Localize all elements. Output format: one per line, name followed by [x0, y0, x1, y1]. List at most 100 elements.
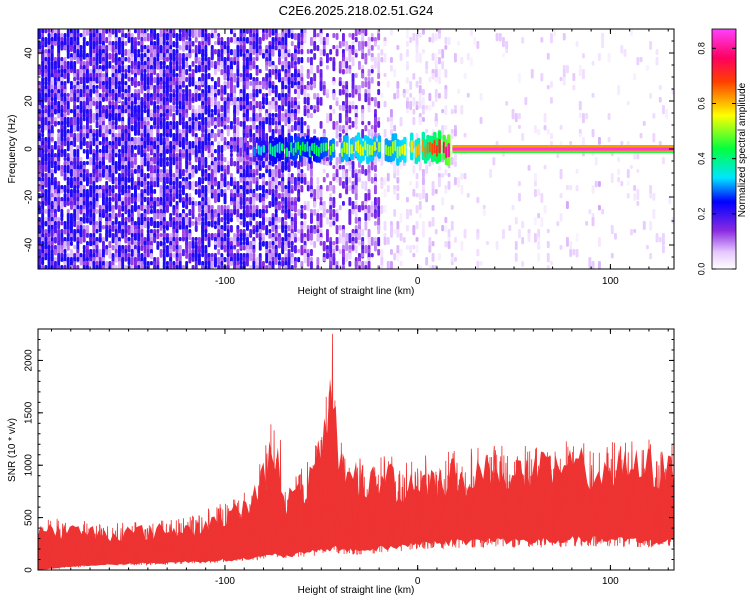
spectrogram-cell [393, 229, 397, 235]
spectrogram-cell [50, 61, 54, 71]
spectrogram-cell [348, 117, 352, 124]
spectrogram-cell [431, 73, 435, 80]
spectrogram-cell [626, 193, 630, 199]
spectrogram-cell [364, 245, 368, 254]
spectrogram-cell [386, 173, 390, 182]
spectrogram-cell [89, 37, 93, 42]
spectrogram-cell [236, 229, 240, 234]
spectrogram-cell [137, 221, 141, 227]
spectrogram-cell [162, 117, 166, 123]
spectrogram-cell [134, 169, 137, 174]
spectrogram-cell [159, 169, 163, 174]
spectrogram-cell [559, 213, 563, 222]
spectrogram-cell [393, 93, 397, 100]
spectrogram-cell [290, 177, 294, 185]
spectrogram-cell [418, 193, 422, 200]
spectrogram-cell [214, 65, 217, 70]
spectrogram-cell [191, 61, 195, 67]
spectrogram-cell [636, 201, 640, 206]
spectrogram-cell [105, 93, 109, 98]
spectrogram-cell [156, 245, 160, 250]
spectrogram-cell [143, 105, 147, 110]
spectrogram-cell [297, 57, 301, 65]
spectrogram-cell [66, 161, 70, 166]
spectrogram-cell [188, 105, 192, 110]
spectrogram-cell [476, 261, 480, 269]
spectrogram-cell [290, 41, 294, 47]
spectrogram-cell [89, 61, 93, 67]
spectrogram-cell [396, 185, 400, 192]
spectrogram-cell [86, 261, 89, 266]
spectrogram-cell [636, 57, 640, 66]
spectrogram-cell [335, 237, 339, 245]
spectrogram-cell [338, 69, 342, 74]
spectrogram-cell [662, 245, 665, 254]
spectrogram-cell [79, 185, 83, 196]
spectrogram-cell [303, 97, 307, 105]
spectrogram-cell [249, 221, 253, 226]
spectrogram-cell [191, 197, 195, 202]
spectrogram-cell [130, 125, 134, 132]
spectrogram-cell [47, 125, 51, 131]
spectrogram-cell [63, 81, 67, 86]
spectrogram-cell [57, 129, 61, 133]
spectrogram-cell [127, 217, 131, 223]
spectrogram-cell [348, 105, 352, 114]
spectrogram-cell [150, 101, 153, 106]
spectrogram-cell [310, 49, 313, 54]
spectrogram-cell [214, 29, 217, 34]
spectrogram-cell [207, 121, 211, 128]
spectrogram-cell [284, 213, 288, 221]
spectrogram-cell [502, 37, 505, 48]
spectrogram-cell [92, 133, 96, 138]
spectrogram-cell [130, 265, 134, 269]
spectrogram-cell [50, 197, 54, 202]
spectrogram-cell [89, 145, 93, 155]
spectrogram-cell [111, 45, 115, 53]
spectrogram-cell [450, 157, 454, 166]
spectrogram-cell [454, 105, 457, 110]
spectrogram-cell [412, 33, 416, 41]
spectrogram-cell [124, 237, 128, 244]
spectrogram-cell [438, 173, 441, 178]
spectrogram-cell [476, 249, 480, 257]
spectrogram-cell [220, 149, 224, 154]
spectrogram-cell [175, 37, 179, 42]
spectrogram-cell [76, 213, 80, 221]
spectrogram-cell [79, 165, 83, 170]
spectrogram-cell [86, 217, 89, 224]
spectrogram-cell [214, 181, 217, 187]
spectrogram-cell [422, 49, 425, 54]
spectrogram-cell [76, 113, 80, 118]
spectrogram-cell [185, 217, 189, 227]
spectrogram-cell [150, 229, 153, 234]
spectrogram-cell [114, 165, 118, 171]
spectrogram-cell [54, 261, 57, 269]
spectrogram-cell [364, 77, 368, 82]
spectrogram-cell [178, 253, 182, 264]
spectrogram-cell [95, 153, 99, 162]
spectrogram-cell [454, 109, 457, 114]
spectrogram-cell [271, 89, 275, 94]
spectrogram-cell [252, 213, 256, 221]
spectrogram-cell [351, 73, 355, 83]
spectrogram-cell [162, 73, 166, 78]
spectrogram-cell [150, 221, 153, 227]
spectrogram-cell [543, 205, 547, 214]
spectrogram-cell [226, 145, 230, 150]
spectrogram-cell [92, 77, 96, 83]
spectrogram-cell [444, 45, 448, 50]
spectrogram-cell [76, 57, 80, 64]
spectrogram-cell [297, 41, 301, 50]
spectrogram-cell [505, 101, 509, 106]
spectrogram-cell [431, 205, 435, 211]
spectrogram-cell [370, 213, 374, 218]
spectrogram-cell [281, 201, 285, 205]
spectrogram-cell [76, 133, 80, 143]
spectrogram-cell [143, 245, 147, 255]
spectrogram-cell [162, 185, 166, 191]
spectrogram-cell [290, 245, 294, 253]
spectrogram-cell [591, 61, 595, 66]
spectrogram-cell [162, 113, 166, 118]
spectrogram-cell [118, 85, 121, 95]
